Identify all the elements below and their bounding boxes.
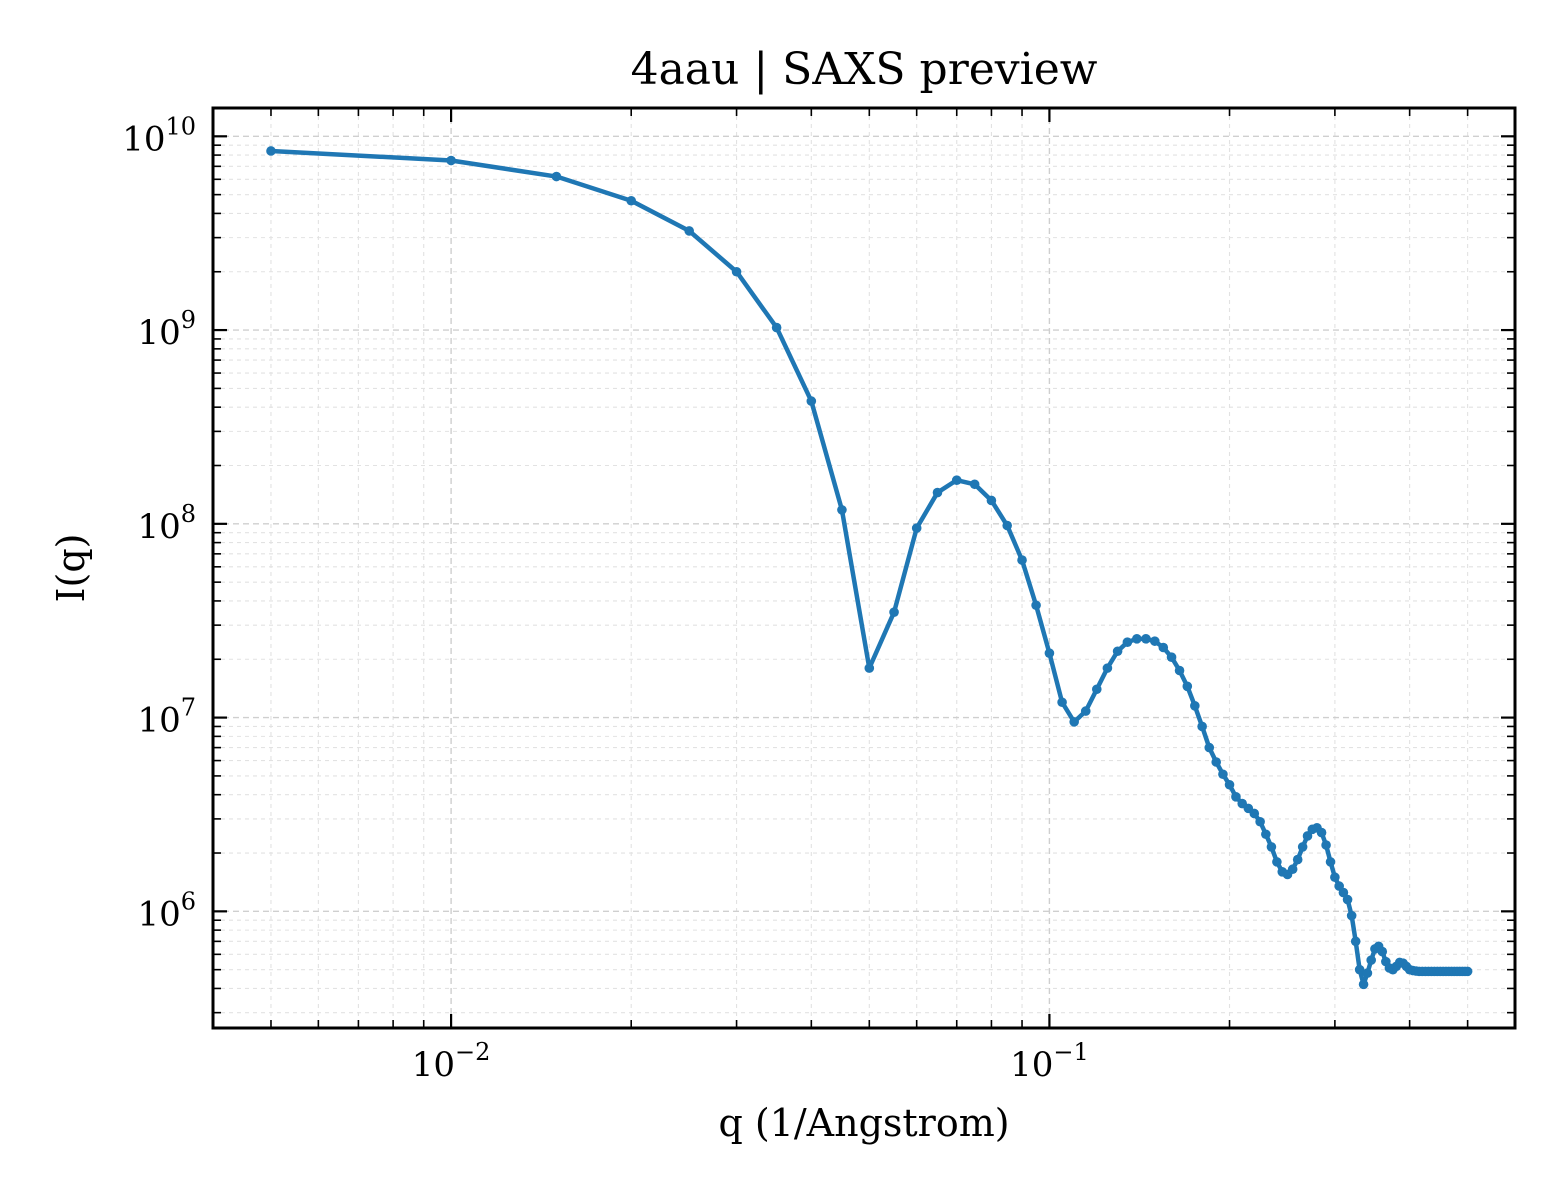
data-point [626,195,637,206]
data-point [446,155,456,166]
data-point [1182,681,1193,692]
data-point [1292,854,1303,865]
data-point [969,479,980,490]
data-point [1211,757,1221,767]
series-layer [266,146,1473,990]
data-point [551,171,562,182]
data-point [932,487,943,498]
chart-title: 4aau | SAXS preview [631,44,1098,95]
data-point [1362,968,1373,978]
data-point [1057,697,1067,708]
x-tick-label: 10−2 [412,1038,491,1085]
data-point [1342,894,1353,905]
data-point [1255,816,1265,827]
data-point [1158,642,1169,653]
data-point [1462,966,1473,977]
y-tick-label: 1010 [122,112,196,159]
data-point [1354,964,1365,975]
y-axis-label: I(q) [49,534,93,603]
data-point [1149,636,1160,646]
data-point [1132,634,1142,644]
data-point [1316,827,1327,838]
data-point [1141,634,1151,644]
data-point [1091,684,1102,695]
data-point [1044,648,1055,658]
data-point [1197,721,1207,732]
plot-frame [211,106,1517,1030]
data-point [771,322,782,333]
data-point [266,146,276,156]
data-point [1266,842,1277,852]
data-point [1112,646,1123,657]
x-tick-label: 10−1 [1010,1038,1089,1085]
y-tick-label: 109 [137,306,196,353]
data-point [1330,872,1340,883]
data-point [951,475,962,485]
data-point [1224,779,1235,790]
y-tick-label: 107 [137,694,196,741]
grid [212,108,1515,1028]
data-point [1338,887,1349,898]
data-point [1261,829,1271,840]
data-point [1321,840,1331,850]
y-tick-label: 106 [137,887,196,934]
x-axis-label: q (1/Angstrom) [718,1101,1009,1145]
data-point [1204,742,1215,753]
data-point [1122,637,1133,647]
y-tick-label: 108 [137,500,196,547]
data-point [1166,652,1177,662]
data-point [1190,701,1200,711]
data-point [806,396,817,406]
data-point [1358,979,1369,990]
data-point [837,505,847,515]
data-point [1069,717,1079,727]
data-point [1377,946,1388,957]
data-point [864,663,875,673]
data-point [986,495,997,506]
data-point [1297,842,1308,852]
data-point [1346,910,1357,921]
data-point [1350,936,1361,947]
axis-ticks: 10−2 10−1 106 107 108 109 1010 [122,108,1515,1085]
data-point [1272,857,1282,867]
data-point [1231,792,1241,802]
data-point [1366,955,1376,965]
data-point [1302,831,1313,841]
data-point [1249,808,1260,819]
data-point [1002,520,1012,531]
data-point [731,266,742,277]
data-point [1174,665,1185,676]
data-point [1080,706,1091,716]
data-point [684,226,694,236]
data-point [1102,663,1113,673]
data-point [1218,769,1228,780]
data-point [1325,857,1336,867]
data-point [1017,555,1027,565]
data-point [911,523,922,533]
data-point [1031,600,1041,611]
data-point [889,607,899,617]
data-point [1287,864,1298,875]
